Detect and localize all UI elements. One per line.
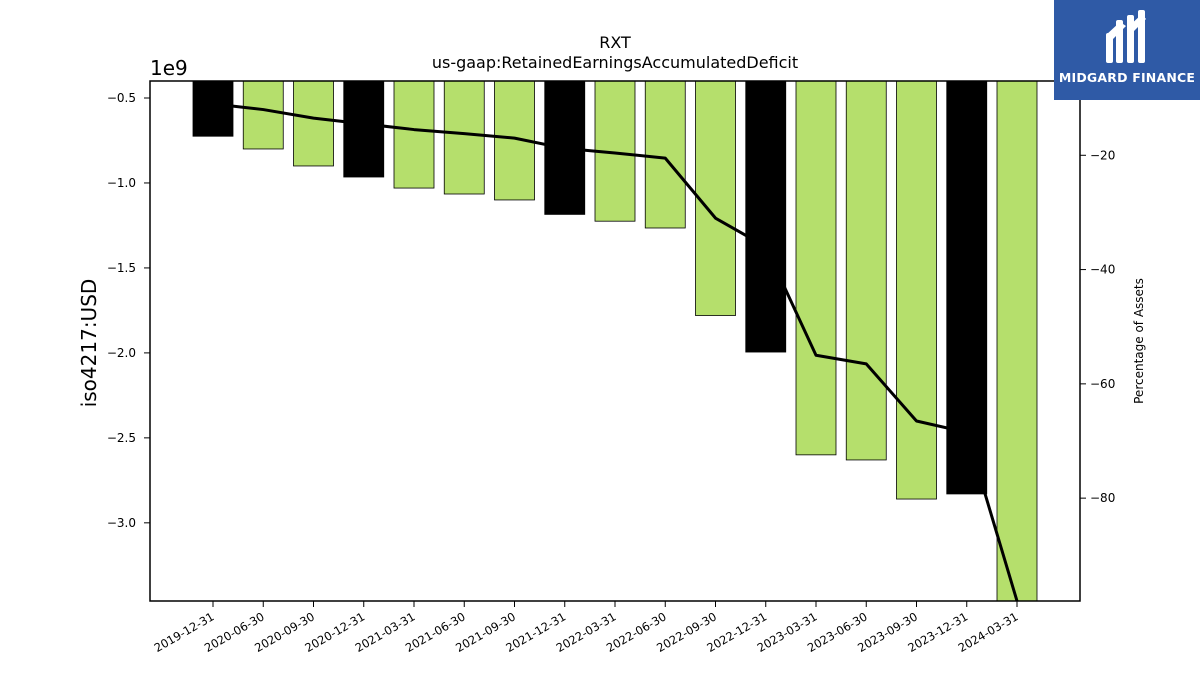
chart-title: RXT bbox=[599, 33, 631, 52]
y-tick-label: −3.0 bbox=[107, 516, 136, 530]
bar-2022-06-30 bbox=[644, 80, 686, 229]
bar-2021-03-31 bbox=[393, 80, 435, 189]
bar-2019-12-31 bbox=[192, 80, 234, 137]
bar-2023-06-30 bbox=[845, 80, 887, 461]
bar-2020-12-31 bbox=[343, 80, 385, 178]
bar-2023-09-30 bbox=[896, 80, 937, 500]
y2-tick-label: −40 bbox=[1090, 263, 1115, 277]
y2-tick-label: −20 bbox=[1090, 148, 1115, 162]
y-tick-label: −1.0 bbox=[107, 176, 136, 190]
y2-axis-label: Percentage of Assets bbox=[1132, 278, 1146, 404]
bar-2020-06-30 bbox=[242, 80, 284, 150]
y2-tick-label: −60 bbox=[1090, 377, 1115, 391]
y2-tick-label: −80 bbox=[1090, 491, 1115, 505]
bar-2023-03-31 bbox=[795, 80, 837, 456]
y-axis-label: iso4217:USD bbox=[77, 279, 101, 408]
logo-text: MIDGARD FINANCE bbox=[1058, 70, 1196, 85]
bar-2023-12-31 bbox=[946, 80, 988, 495]
bar-2022-09-30 bbox=[695, 80, 736, 316]
chart-subtitle: us-gaap:RetainedEarningsAccumulatedDefic… bbox=[432, 53, 798, 72]
y-tick-label: −2.5 bbox=[107, 431, 136, 445]
y-offset-label: 1e9 bbox=[150, 56, 188, 80]
axes: −0.5−1.0−1.5−2.0−2.5−3.0−20−40−60−802019… bbox=[107, 80, 1115, 655]
bar-2024-03-31 bbox=[996, 80, 1038, 602]
y-tick-label: −2.0 bbox=[107, 346, 136, 360]
bar-series bbox=[192, 80, 1038, 602]
percent-line-series bbox=[212, 102, 1019, 602]
bar-2022-12-31 bbox=[745, 80, 787, 353]
bar-2020-09-30 bbox=[293, 80, 334, 167]
percent-line bbox=[212, 102, 1019, 602]
brand-logo: MIDGARD FINANCE bbox=[1054, 0, 1200, 100]
bar-2021-06-30 bbox=[443, 80, 485, 195]
y-tick-label: −1.5 bbox=[107, 261, 136, 275]
y-tick-label: −0.5 bbox=[107, 91, 136, 105]
midgard-logo-icon bbox=[1106, 10, 1146, 63]
